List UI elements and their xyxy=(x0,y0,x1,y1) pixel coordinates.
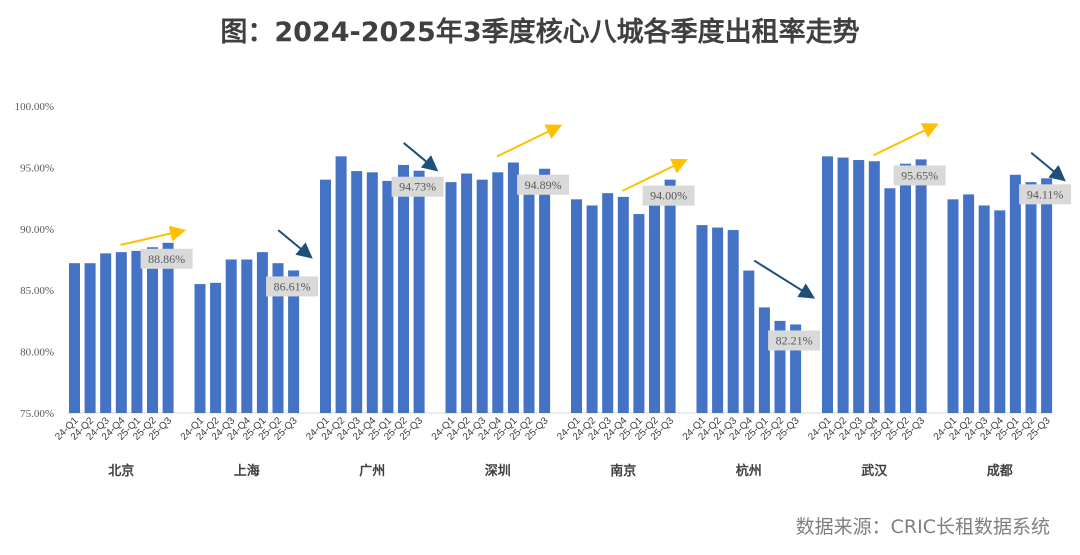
trend-up-arrow-icon xyxy=(496,124,563,158)
data-label-box xyxy=(391,176,444,197)
data-label: 82.21% xyxy=(776,333,813,347)
data-label-box xyxy=(140,248,193,269)
bar xyxy=(837,157,849,413)
bar xyxy=(507,162,519,413)
city-label: 杭州 xyxy=(736,463,762,479)
bar xyxy=(69,263,80,413)
bar xyxy=(712,227,724,413)
bar xyxy=(413,170,425,413)
y-tick-label: 100.00% xyxy=(15,101,54,113)
bar xyxy=(853,160,865,413)
data-label: 94.73% xyxy=(399,180,436,194)
city-label: 北京 xyxy=(108,463,134,479)
bar xyxy=(1041,178,1053,413)
bar xyxy=(586,205,598,413)
bar xyxy=(288,270,300,413)
bar xyxy=(115,252,127,413)
bar xyxy=(649,199,660,413)
bar xyxy=(366,172,378,413)
bar xyxy=(602,193,614,413)
bar xyxy=(1025,182,1037,413)
bar xyxy=(571,199,582,413)
bar xyxy=(225,259,237,413)
bar xyxy=(492,172,504,413)
city-label: 深圳 xyxy=(485,463,511,479)
bar xyxy=(194,284,206,413)
trend-down-arrow-icon xyxy=(277,229,313,259)
bar xyxy=(743,270,755,413)
y-tick-label: 80.00% xyxy=(20,347,54,359)
bar xyxy=(963,194,975,413)
bar xyxy=(664,179,676,413)
bar xyxy=(727,230,739,413)
bar xyxy=(758,307,770,413)
bar xyxy=(100,253,112,413)
bar xyxy=(868,161,880,413)
y-tick-label: 75.00% xyxy=(20,408,54,420)
city-label: 上海 xyxy=(234,463,260,479)
data-label-box xyxy=(768,330,821,351)
y-tick-label: 85.00% xyxy=(20,285,54,297)
data-label-box xyxy=(893,165,946,186)
bar xyxy=(84,263,96,413)
city-label: 武汉 xyxy=(861,463,888,479)
city-label: 成都 xyxy=(987,463,1013,479)
data-label: 95.65% xyxy=(901,168,938,182)
data-label-box xyxy=(266,276,319,297)
trend-down-arrow-icon xyxy=(1030,151,1066,182)
data-label-box xyxy=(1019,184,1072,205)
bar xyxy=(351,171,363,413)
data-label: 94.11% xyxy=(1027,187,1064,201)
bar xyxy=(633,214,645,413)
data-label-box xyxy=(642,185,695,206)
bar xyxy=(900,163,911,413)
bar xyxy=(320,179,331,413)
data-source-note: 数据来源：CRIC长租数据系统 xyxy=(795,516,1050,538)
bar xyxy=(915,159,927,413)
bar xyxy=(256,252,268,413)
bar xyxy=(523,174,535,413)
bar xyxy=(822,156,833,413)
data-label: 88.86% xyxy=(148,252,185,266)
bar xyxy=(790,324,802,413)
bar xyxy=(1009,174,1021,413)
bar xyxy=(947,199,959,413)
trend-up-arrow-icon xyxy=(873,123,939,157)
bar xyxy=(476,179,488,413)
bar xyxy=(617,196,629,413)
trend-down-arrow-icon xyxy=(753,259,816,299)
bar xyxy=(147,247,158,413)
chart-title: 图：2024-2025年3季度核心八城各季度出租率走势 xyxy=(220,17,860,48)
bar xyxy=(994,210,1006,413)
data-label-box xyxy=(517,174,570,195)
trend-up-arrow-icon xyxy=(622,158,688,192)
bar xyxy=(335,156,347,413)
bar xyxy=(774,320,786,413)
y-tick-label: 90.00% xyxy=(20,224,54,236)
bar xyxy=(241,259,253,413)
bar xyxy=(445,182,457,413)
bar xyxy=(696,225,708,413)
data-label: 94.89% xyxy=(525,178,562,192)
trend-up-arrow-icon xyxy=(120,225,187,246)
bar xyxy=(461,173,473,413)
bar xyxy=(210,282,222,413)
y-tick-label: 95.00% xyxy=(20,162,54,174)
bar xyxy=(978,205,990,413)
bar xyxy=(539,168,551,413)
bar xyxy=(162,242,174,413)
bar xyxy=(131,250,143,413)
bar xyxy=(884,188,896,413)
data-label: 86.61% xyxy=(274,279,311,293)
bar xyxy=(398,164,409,413)
trend-down-arrow-icon xyxy=(403,142,439,172)
bar xyxy=(272,263,284,413)
city-label: 南京 xyxy=(610,463,636,479)
bar xyxy=(382,180,394,413)
data-label: 94.00% xyxy=(650,189,687,203)
city-label: 广州 xyxy=(359,463,385,479)
